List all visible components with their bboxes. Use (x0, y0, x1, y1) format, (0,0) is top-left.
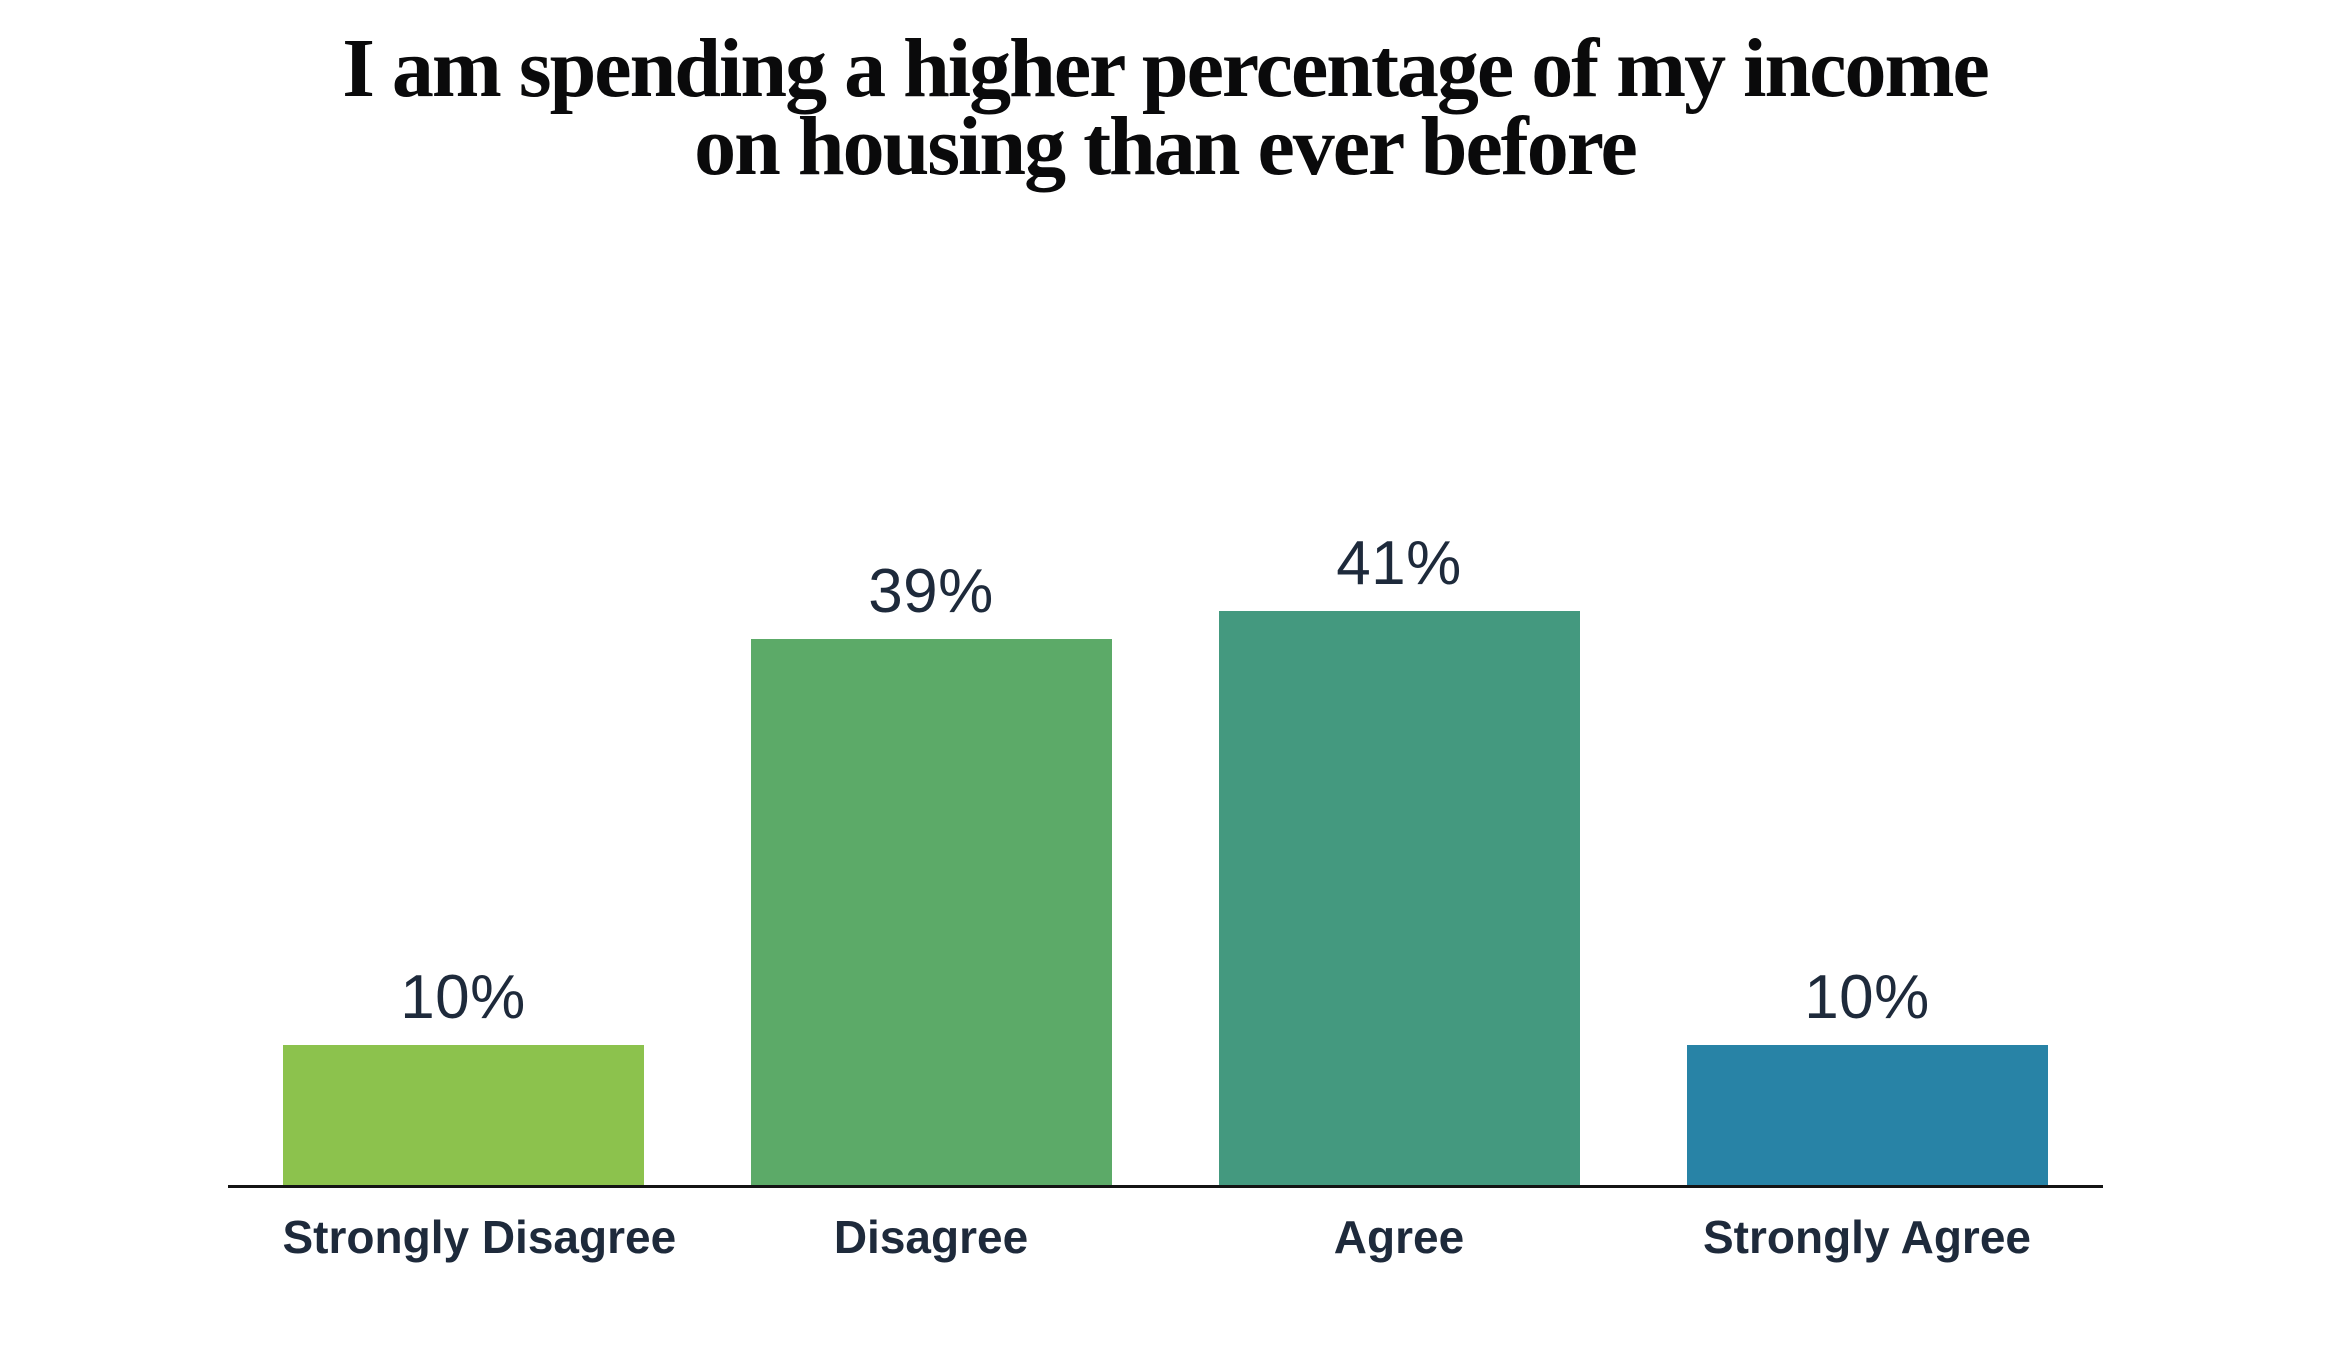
category-label: Disagree (833, 1211, 1029, 1264)
bar-value-label: 10% (400, 963, 526, 1033)
plot-area: 10% 39% 41% 10% (227, 529, 2103, 1189)
bar (282, 1045, 644, 1186)
bar-group-agree: 41% (1218, 528, 1580, 1186)
chart-title: I am spending a higher percentage of my … (115, 22, 2215, 194)
bar (750, 639, 1112, 1186)
bar-value-label: 39% (868, 557, 994, 627)
bar-group-strongly-agree: 10% (1686, 962, 2048, 1186)
bar-value-label: 10% (1804, 963, 1930, 1033)
chart-title-line1: I am spending a higher percentage of my … (342, 22, 1990, 115)
bar (1686, 1045, 2048, 1186)
infographic: I am spending a higher percentage of my … (0, 22, 2330, 1264)
bar-group-disagree: 39% (750, 556, 1112, 1186)
category-label: Strongly Agree (1702, 1211, 2032, 1264)
chart-title-line2: on housing than ever before (694, 100, 1638, 194)
category-label: Strongly Disagree (282, 1211, 677, 1264)
bar-chart: 10% 39% 41% 10% Strongly Disagree Disagree Ag… (227, 529, 2103, 1264)
category-labels-row: Strongly Disagree Disagree Agree Strongly A… (228, 1210, 2103, 1264)
bar-group-strongly-disagree: 10% (282, 962, 644, 1186)
category-label: Agree (1333, 1211, 1465, 1264)
bar-value-label: 41% (1336, 529, 1462, 599)
bar (1218, 611, 1580, 1186)
